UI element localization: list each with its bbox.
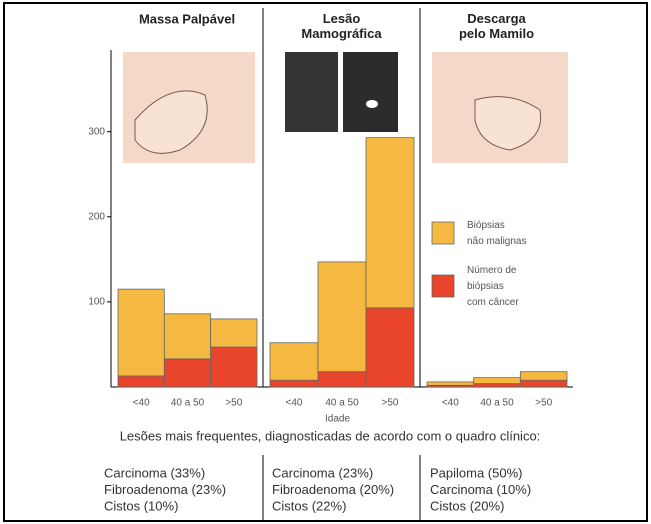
bar-segment — [519, 371, 568, 381]
panel-title: Massa Palpável — [139, 11, 235, 26]
illustration-hand — [134, 90, 208, 154]
bar-segment — [365, 137, 415, 309]
x-tick-label: 40 a 50 — [480, 398, 514, 409]
legend-label: Biópsias não malignas — [467, 220, 526, 247]
legend-swatch — [431, 221, 455, 245]
bar-segment — [117, 288, 165, 377]
footer-caption: Lesões mais frequentes, diagnosticadas d… — [120, 428, 541, 443]
legend-label: Número de biópsias com câncer — [467, 265, 519, 308]
footer-item: Carcinoma (10%) — [430, 482, 531, 497]
bar-segment — [317, 371, 367, 388]
x-tick-label: <40 — [286, 398, 303, 409]
x-axis-label: Idade — [325, 414, 350, 425]
mammogram-spot — [366, 100, 378, 108]
mammogram — [343, 52, 398, 132]
x-tick-label: <40 — [133, 398, 150, 409]
footer-item: Fibroadenoma (23%) — [104, 482, 226, 497]
frame — [3, 2, 648, 522]
footer-item: Cistos (22%) — [272, 498, 346, 513]
x-tick-label: >50 — [535, 398, 552, 409]
x-tick-label: >50 — [382, 398, 399, 409]
bar-segment — [317, 261, 367, 373]
bar-segment — [210, 346, 258, 388]
legend-swatch — [431, 274, 455, 298]
footer-item: Cistos (10%) — [104, 498, 178, 513]
panel-title: Descarga pelo Mamilo — [459, 11, 534, 41]
footer-item: Papiloma (50%) — [430, 465, 523, 480]
x-tick-label: <40 — [442, 398, 459, 409]
x-tick-label: 40 a 50 — [325, 398, 359, 409]
bar-segment — [519, 379, 568, 388]
bar-segment — [117, 375, 165, 388]
x-tick-label: >50 — [225, 398, 242, 409]
footer-item: Carcinoma (23%) — [272, 465, 373, 480]
mammogram — [285, 52, 338, 132]
footer-item: Carcinoma (33%) — [104, 465, 205, 480]
bar-segment — [365, 307, 415, 388]
bar-segment — [473, 377, 521, 384]
bar-segment — [210, 318, 258, 348]
bar-segment — [163, 358, 212, 388]
y-tick-label: 300 — [88, 126, 105, 137]
bar-segment — [163, 313, 212, 360]
illustration-hand — [474, 96, 542, 151]
bar-segment — [426, 381, 475, 386]
footer-item: Fibroadenoma (20%) — [272, 482, 394, 497]
bar-segment — [269, 342, 319, 381]
footer-item: Cistos (20%) — [430, 498, 504, 513]
x-tick-label: 40 a 50 — [171, 398, 205, 409]
panel-title: Lesão Mamográfica — [301, 11, 382, 41]
y-tick-label: 100 — [88, 297, 105, 308]
y-tick-label: 200 — [88, 211, 105, 222]
bar-segment — [269, 379, 319, 388]
bar-segment — [473, 383, 521, 388]
